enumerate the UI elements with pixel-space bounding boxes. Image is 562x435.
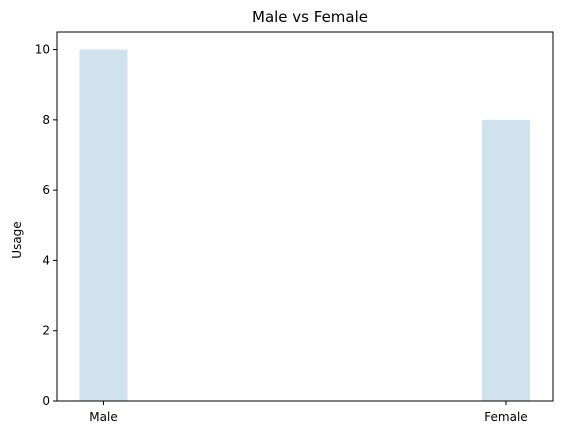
plot-frame bbox=[56, 31, 554, 402]
y-tick-label: 10 bbox=[35, 43, 50, 57]
bar-female bbox=[482, 119, 530, 401]
y-axis-ticks: 0 2 4 6 8 10 bbox=[35, 43, 57, 408]
y-tick-label: 6 bbox=[42, 183, 50, 197]
bars bbox=[79, 49, 530, 401]
y-tick-label: 4 bbox=[42, 253, 50, 267]
y-tick-label: 8 bbox=[42, 113, 50, 127]
x-tick-label: Female bbox=[484, 410, 527, 424]
y-tick-label: 0 bbox=[42, 394, 50, 408]
bar-male bbox=[79, 49, 128, 401]
x-tick-label: Male bbox=[89, 410, 117, 424]
y-axis-label: Usage bbox=[10, 221, 24, 258]
chart-title: Male vs Female bbox=[252, 8, 368, 26]
x-axis-ticks: Male Female bbox=[89, 401, 528, 424]
y-tick-label: 2 bbox=[42, 324, 50, 338]
